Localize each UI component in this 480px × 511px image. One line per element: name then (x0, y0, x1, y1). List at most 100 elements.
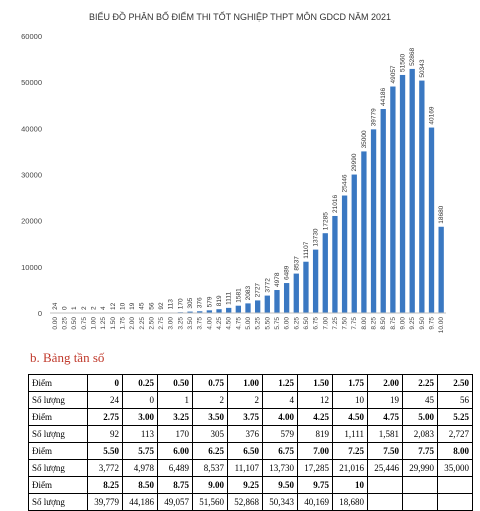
score-cell: 6.25 (193, 443, 228, 460)
count-cell: 1 (158, 392, 193, 409)
x-tick-label: 10.00 (438, 317, 445, 334)
count-cell: 376 (228, 426, 263, 443)
x-tick-label: 8.75 (390, 317, 397, 330)
score-cell: 3.00 (123, 409, 158, 426)
x-tick-label: 8.25 (371, 317, 378, 330)
chart: BIỂU ĐỒ PHÂN BỐ ĐIỂM THI TỐT NGHIỆP THPT… (0, 0, 480, 345)
count-cell: 113 (123, 426, 158, 443)
x-tick-label: 2.75 (158, 317, 165, 330)
score-cell: 9.50 (263, 477, 298, 494)
score-cell: 8.25 (88, 477, 123, 494)
bar (216, 309, 221, 313)
score-cell: 8.75 (158, 477, 193, 494)
x-tick-label: 5.25 (255, 317, 262, 330)
x-tick-label: 1.50 (110, 317, 117, 330)
row-header: Số lượng (29, 460, 88, 477)
score-cell: 0.75 (193, 375, 228, 392)
x-tick-label: 2.25 (139, 317, 146, 330)
count-cell: 0 (123, 392, 158, 409)
x-tick-label: 6.00 (284, 317, 291, 330)
data-label: 4978 (274, 272, 281, 287)
bar (352, 175, 357, 313)
count-cell: 52,868 (228, 494, 263, 511)
bar (255, 300, 260, 313)
count-cell: 2 (228, 392, 263, 409)
count-cell: 4,978 (123, 460, 158, 477)
score-cell: 4.50 (333, 409, 368, 426)
score-cell (403, 477, 438, 494)
data-label: 51560 (400, 54, 407, 72)
x-tick-label: 5.50 (264, 317, 271, 330)
row-header: Điểm (29, 443, 88, 460)
score-cell: 3.75 (228, 409, 263, 426)
score-cell: 5.25 (438, 409, 473, 426)
x-tick-label: 1.00 (90, 317, 97, 330)
bar (429, 128, 434, 313)
count-cell: 10 (333, 392, 368, 409)
data-label: 1111 (226, 291, 233, 304)
data-label: 24 (52, 302, 59, 310)
data-label: 40169 (429, 106, 436, 124)
score-cell: 0 (88, 375, 123, 392)
score-cell (368, 477, 403, 494)
count-cell: 18,680 (333, 494, 368, 511)
x-tick-label: 9.25 (409, 317, 416, 330)
score-cell: 4.00 (263, 409, 298, 426)
score-cell: 2.00 (368, 375, 403, 392)
score-cell: 1.25 (263, 375, 298, 392)
data-label: 4 (100, 306, 107, 310)
data-label: 92 (158, 302, 165, 310)
count-cell: 51,560 (193, 494, 228, 511)
y-tick-label: 40000 (21, 124, 42, 133)
x-tick-label: 0.50 (71, 317, 78, 330)
count-cell: 1,111 (333, 426, 368, 443)
bar (323, 233, 328, 313)
data-label: 1 (71, 306, 78, 310)
row-header: Điểm (29, 375, 88, 392)
x-tick-label: 9.00 (400, 317, 407, 330)
data-label: 113 (168, 299, 175, 310)
x-tick-label: 9.50 (419, 317, 426, 330)
score-cell: 10 (333, 477, 368, 494)
data-label: 2083 (245, 286, 252, 301)
bar (361, 151, 366, 313)
count-cell: 40,169 (298, 494, 333, 511)
x-tick-label: 5.75 (274, 317, 281, 330)
data-label: 305 (187, 297, 194, 308)
bar (342, 196, 347, 313)
y-tick-label: 30000 (21, 171, 42, 180)
data-label: 29990 (351, 153, 358, 171)
count-cell: 2 (193, 392, 228, 409)
count-cell: 8,537 (193, 460, 228, 477)
x-tick-label: 8.50 (380, 317, 387, 330)
x-tick-label: 3.00 (168, 317, 175, 330)
score-cell: 3.25 (158, 409, 193, 426)
bar (274, 290, 279, 313)
bar (313, 250, 318, 313)
score-cell: 8.50 (123, 477, 158, 494)
row-header: Điểm (29, 477, 88, 494)
count-cell (438, 494, 473, 511)
x-tick-label: 4.25 (216, 317, 223, 330)
data-label: 21016 (332, 195, 339, 213)
x-tick-label: 7.25 (332, 317, 339, 330)
x-tick-label: 7.50 (342, 317, 349, 330)
data-label: 39779 (371, 108, 378, 126)
data-label: 18680 (438, 205, 445, 223)
count-cell: 579 (263, 426, 298, 443)
score-cell (438, 477, 473, 494)
score-cell: 6.75 (263, 443, 298, 460)
count-cell: 92 (88, 426, 123, 443)
x-tick-label: 5.00 (245, 317, 252, 330)
score-cell: 1.50 (298, 375, 333, 392)
score-cell: 3.50 (193, 409, 228, 426)
count-cell: 17,285 (298, 460, 333, 477)
score-cell: 4.75 (368, 409, 403, 426)
bar (410, 69, 415, 313)
